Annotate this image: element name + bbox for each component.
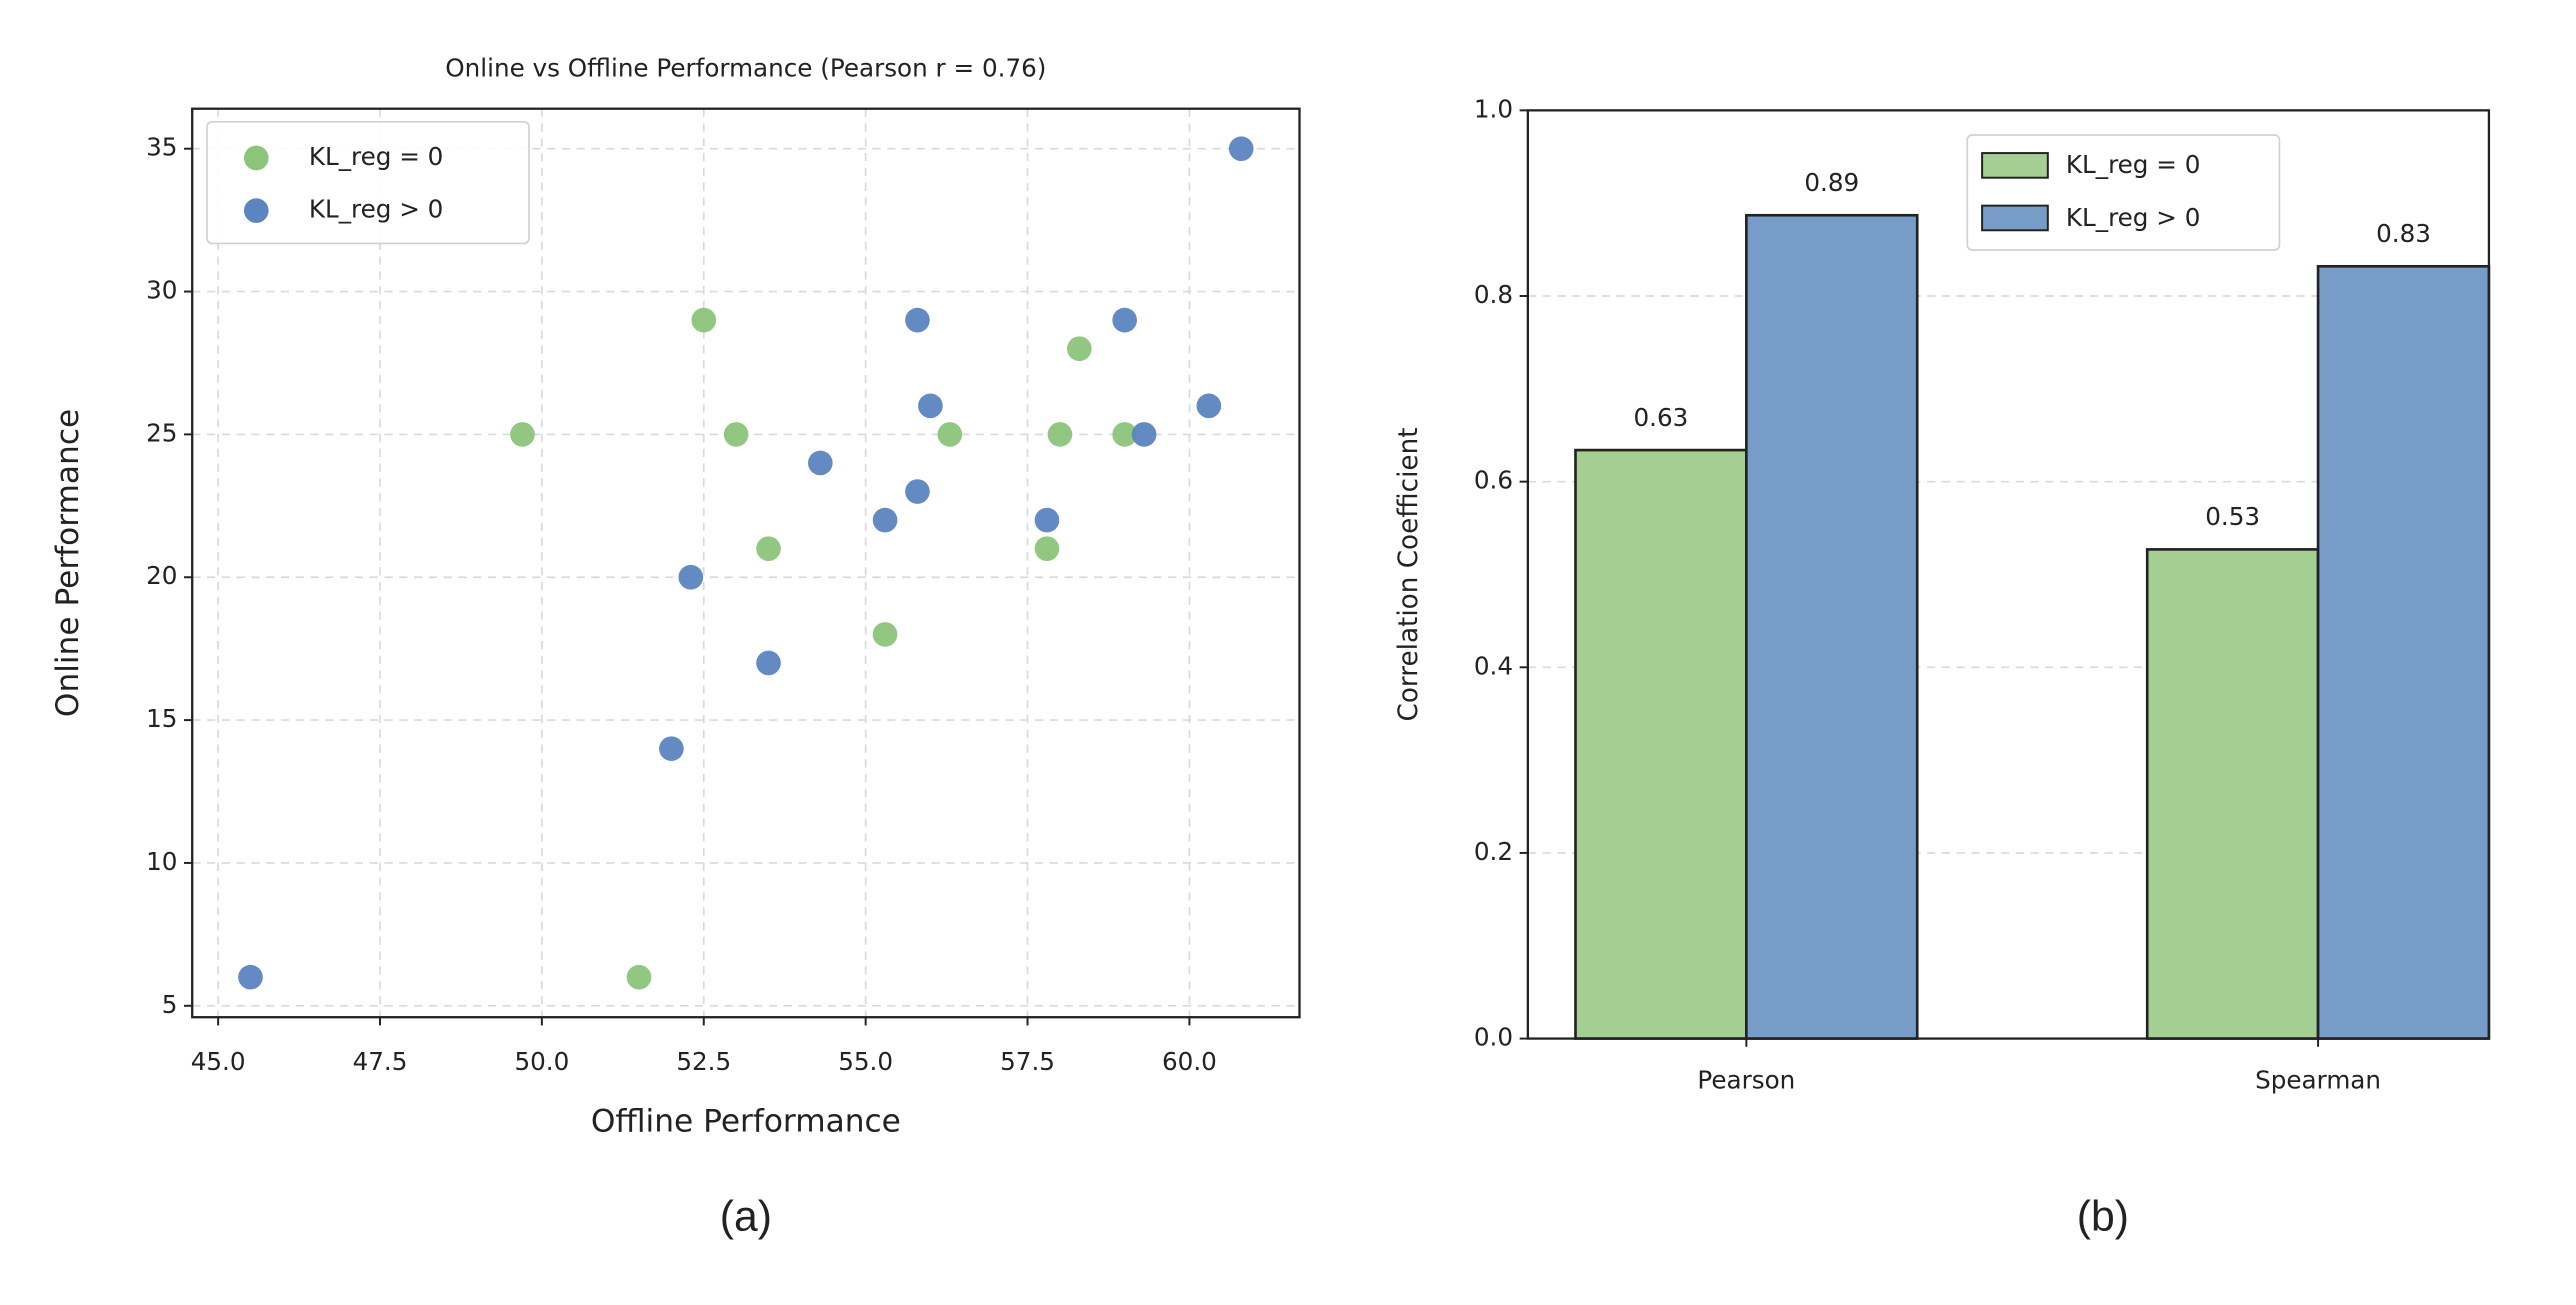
y-tick-label: 20 xyxy=(146,561,177,590)
x-axis-label: Offline Performance xyxy=(591,1103,901,1139)
legend-marker xyxy=(243,145,269,171)
y-tick-label: 15 xyxy=(146,704,177,733)
y-axis-label: Online Performance xyxy=(50,409,86,717)
legend-label: KL_reg > 0 xyxy=(309,195,444,224)
value-label: 0.53 xyxy=(2205,502,2260,531)
point xyxy=(1196,393,1222,419)
point xyxy=(1228,136,1254,162)
y-tick-label: 30 xyxy=(146,276,177,305)
x-tick-label: 45.0 xyxy=(191,1047,246,1076)
x-tick-label: Pearson xyxy=(1697,1065,1795,1094)
y-tick-label: 10 xyxy=(146,847,177,876)
point xyxy=(659,736,684,761)
x-tick-label: Spearman xyxy=(2255,1065,2381,1094)
bar xyxy=(1745,213,1919,1040)
y-tick-label: 35 xyxy=(146,133,177,162)
y-tick-label: 5 xyxy=(162,990,178,1019)
bar xyxy=(2145,548,2320,1040)
panel-label: (a) xyxy=(720,1193,772,1241)
plot-frame xyxy=(191,107,1301,1019)
point xyxy=(1034,507,1060,533)
point xyxy=(918,393,943,419)
chart-title: Online vs Offline Performance (Pearson r… xyxy=(445,53,1046,82)
point xyxy=(872,622,898,647)
x-tick-label: 50.0 xyxy=(514,1047,569,1076)
y-tick-label: 0.2 xyxy=(1474,837,1513,866)
point xyxy=(756,650,781,676)
x-tick-label: 52.5 xyxy=(676,1047,731,1076)
y-tick-label: 0.6 xyxy=(1474,466,1513,495)
point xyxy=(1112,422,1137,447)
point xyxy=(723,422,749,447)
point xyxy=(937,422,963,447)
point xyxy=(1131,422,1157,447)
x-tick-label: 57.5 xyxy=(1000,1047,1055,1076)
x-tick-label: 55.0 xyxy=(838,1047,893,1076)
value-label: 0.63 xyxy=(1634,403,1689,432)
point xyxy=(756,536,781,562)
y-tick-label: 0.8 xyxy=(1474,280,1513,309)
y-tick-label: 0.0 xyxy=(1474,1023,1513,1052)
legend-label: KL_reg > 0 xyxy=(2066,203,2201,232)
panel-label: (b) xyxy=(2077,1193,2129,1241)
legend-marker xyxy=(1981,152,2049,179)
plot-frame xyxy=(1526,109,2491,1040)
y-axis-label: Correlation Coefficient xyxy=(1394,427,1424,721)
point xyxy=(626,964,652,990)
point xyxy=(1034,536,1060,562)
point xyxy=(872,507,898,533)
y-tick-label: 0.4 xyxy=(1474,651,1513,680)
legend-marker xyxy=(243,198,269,223)
point xyxy=(1112,307,1137,333)
legend-marker xyxy=(1981,204,2049,232)
y-tick-label: 1.0 xyxy=(1474,94,1513,123)
legend-box xyxy=(206,121,530,245)
point xyxy=(691,307,717,333)
point xyxy=(678,564,704,590)
x-tick-label: 60.0 xyxy=(1162,1047,1217,1076)
point xyxy=(238,964,263,990)
point xyxy=(1047,422,1073,447)
point xyxy=(905,479,930,504)
bar xyxy=(1574,448,1748,1040)
value-label: 0.83 xyxy=(2376,219,2431,248)
y-tick-label: 25 xyxy=(146,418,177,447)
value-label: 0.89 xyxy=(1804,168,1859,197)
legend-label: KL_reg = 0 xyxy=(2066,150,2201,179)
point xyxy=(905,307,930,333)
legend-label: KL_reg = 0 xyxy=(309,142,444,171)
x-tick-label: 47.5 xyxy=(353,1047,408,1076)
point xyxy=(510,422,535,447)
point xyxy=(1067,336,1092,362)
point xyxy=(808,450,833,476)
bar xyxy=(2316,264,2491,1040)
